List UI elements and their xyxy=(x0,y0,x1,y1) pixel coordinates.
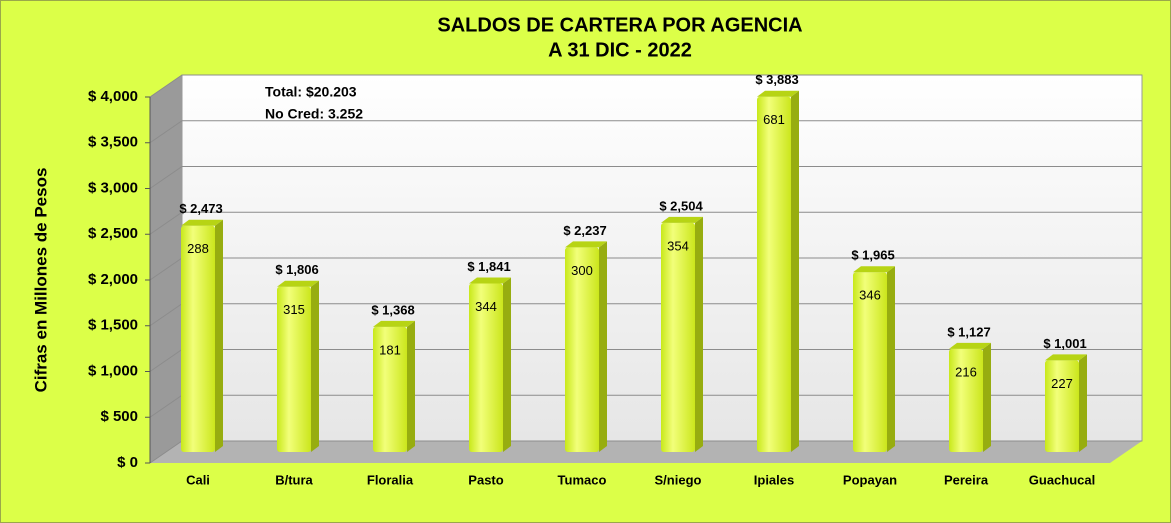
bar xyxy=(1045,360,1079,452)
y-tick-label: $ 4,000 xyxy=(88,88,138,105)
bar xyxy=(853,272,887,452)
bar-top xyxy=(757,90,799,97)
x-tick-label: Ipiales xyxy=(754,472,794,487)
bar-top xyxy=(1045,354,1087,361)
inner-label: 300 xyxy=(571,263,593,278)
bar-top xyxy=(565,241,607,248)
grid-line xyxy=(149,120,1142,144)
bar-top xyxy=(853,266,895,273)
x-tick-label: Cali xyxy=(186,472,210,487)
bar-side xyxy=(1079,354,1087,452)
value-label: $ 1,841 xyxy=(467,259,510,274)
inner-label: 216 xyxy=(955,364,977,379)
grid-line xyxy=(149,211,1142,235)
annotation: Total: $20.203 xyxy=(265,84,357,100)
bar-side xyxy=(791,90,799,452)
bar-side xyxy=(599,241,607,452)
inner-label: 315 xyxy=(283,302,305,317)
y-tick-label: $ 2,000 xyxy=(88,271,138,288)
value-label: $ 1,127 xyxy=(947,324,990,339)
inner-label: 288 xyxy=(187,241,209,256)
bar-top xyxy=(373,320,415,327)
inner-label: 181 xyxy=(379,342,401,357)
grid-line xyxy=(149,166,1142,189)
bar xyxy=(181,225,215,452)
bar-side xyxy=(311,280,319,452)
y-tick-label: $ 0 xyxy=(117,454,138,471)
bar-top xyxy=(661,216,703,223)
y-tick-label: $ 3,500 xyxy=(88,134,138,151)
inner-label: 354 xyxy=(667,238,689,253)
x-tick-label: Pereira xyxy=(944,472,989,487)
value-label: $ 3,883 xyxy=(755,72,798,87)
bar xyxy=(565,247,599,452)
x-tick-label: Pasto xyxy=(468,472,503,487)
annotation: No Cred: 3.252 xyxy=(265,106,363,122)
bar-side xyxy=(503,277,511,452)
bar-side xyxy=(407,320,415,452)
y-tick-label: $ 2,500 xyxy=(88,225,138,242)
bar-top xyxy=(181,219,223,226)
inner-label: 344 xyxy=(475,299,497,314)
y-tick-label: $ 3,000 xyxy=(88,179,138,196)
bar-top xyxy=(949,342,991,349)
value-label: $ 1,368 xyxy=(371,302,414,317)
bar xyxy=(469,283,503,452)
x-tick-label: Guachucal xyxy=(1029,472,1095,487)
value-label: $ 2,473 xyxy=(179,201,222,216)
bar xyxy=(661,222,695,452)
inner-label: 681 xyxy=(763,112,785,127)
bar-top xyxy=(277,280,319,287)
bar xyxy=(373,326,407,452)
value-label: $ 2,504 xyxy=(659,198,703,213)
grid-line xyxy=(149,74,1142,98)
x-tick-label: Floralia xyxy=(367,472,414,487)
bar-top xyxy=(469,277,511,284)
value-label: $ 1,806 xyxy=(275,262,318,277)
y-axis-label: Cifras en Millones de Pesos xyxy=(31,168,50,393)
y-tick-label: $ 1,500 xyxy=(88,317,138,334)
inner-label: 346 xyxy=(859,288,881,303)
bar-side xyxy=(695,216,703,452)
bar xyxy=(949,348,983,452)
chart-subtitle: A 31 DIC - 2022 xyxy=(548,39,692,61)
value-label: $ 2,237 xyxy=(563,223,606,238)
inner-label: 227 xyxy=(1051,376,1073,391)
chart-title: SALDOS DE CARTERA POR AGENCIA xyxy=(437,14,802,36)
x-tick-label: Tumaco xyxy=(558,472,607,487)
bar-side xyxy=(215,219,223,452)
bar-side xyxy=(983,342,991,452)
x-tick-label: Popayan xyxy=(843,472,897,487)
x-tick-label: S/niego xyxy=(655,472,702,487)
bar xyxy=(277,286,311,452)
value-label: $ 1,965 xyxy=(851,248,894,263)
x-tick-label: B/tura xyxy=(275,472,313,487)
value-label: $ 1,001 xyxy=(1043,336,1086,351)
y-tick-label: $ 500 xyxy=(100,408,138,425)
bar-side xyxy=(887,266,895,452)
y-tick-label: $ 1,000 xyxy=(88,362,138,379)
bar xyxy=(757,96,791,452)
